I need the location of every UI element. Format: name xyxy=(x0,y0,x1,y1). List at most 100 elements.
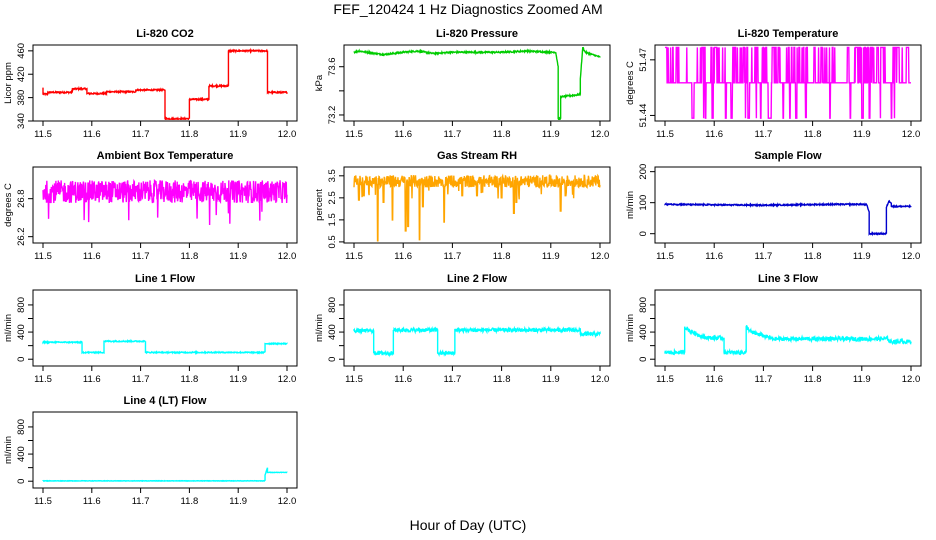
x-tick-label: 11.9 xyxy=(853,374,871,385)
plot-frame xyxy=(654,166,922,244)
y-tick-label: 1.5 xyxy=(327,213,338,226)
series-line xyxy=(42,338,288,356)
x-tick-label: 11.9 xyxy=(853,129,871,140)
panel-3: Li-820 Temperature 11.5 11.6 11.7 11.8 11.9 12… xyxy=(625,28,922,140)
panel-title: Line 2 Flow xyxy=(447,273,507,285)
y-axis-label: ml/min xyxy=(314,314,325,342)
panel-6: Sample Flow 11.5 11.6 11.7 11.8 11.9 12.0 0 100 2… xyxy=(625,150,922,262)
y-tick-label: 100 xyxy=(638,195,649,211)
x-tick-label: 11.9 xyxy=(542,251,560,262)
x-tick-label: 11.8 xyxy=(804,251,822,262)
panel-title: Gas Stream RH xyxy=(437,150,517,162)
x-tick-label: 11.9 xyxy=(229,374,247,385)
x-tick-label: 11.5 xyxy=(345,129,363,140)
x-tick-label: 11.6 xyxy=(705,251,723,262)
plot-frame xyxy=(654,289,922,367)
y-tick-label: 0 xyxy=(16,479,27,484)
x-tick-label: 11.7 xyxy=(132,496,150,507)
series-line xyxy=(353,325,601,358)
y-tick-label: 800 xyxy=(16,297,27,313)
x-tick-label: 11.9 xyxy=(542,129,560,140)
y-tick-label: 400 xyxy=(327,324,338,340)
series-line xyxy=(42,178,288,226)
x-tick-label: 11.6 xyxy=(83,496,101,507)
y-tick-label: 0 xyxy=(327,357,338,362)
panel-title: Li-820 Pressure xyxy=(436,28,518,40)
y-tick-label: 380 xyxy=(16,90,27,106)
x-tick-label: 11.7 xyxy=(132,251,150,262)
series-line xyxy=(665,46,911,119)
y-tick-label: 51.47 xyxy=(638,48,649,72)
y-tick-label: 73.6 xyxy=(327,57,338,76)
series-line xyxy=(664,324,912,356)
panel-title: Li-820 CO2 xyxy=(136,28,193,40)
y-tick-label: 0 xyxy=(16,357,27,362)
x-tick-label: 12.0 xyxy=(278,374,297,385)
y-tick-label: 200 xyxy=(638,164,649,180)
x-tick-label: 11.5 xyxy=(656,251,674,262)
y-tick-label: 800 xyxy=(327,297,338,313)
panel-1: Li-820 CO2 11.5 11.6 11.7 11.8 11.9 12.0 340 380… xyxy=(3,28,298,140)
x-tick-label: 11.7 xyxy=(132,374,150,385)
y-axis-label: Licor ppm xyxy=(3,62,14,104)
y-axis-label: ml/min xyxy=(625,191,636,219)
x-tick-label: 11.9 xyxy=(229,251,247,262)
x-tick-label: 12.0 xyxy=(278,129,297,140)
panel-title: Line 3 Flow xyxy=(758,273,818,285)
plot-frame xyxy=(343,44,611,122)
y-tick-label: 0 xyxy=(638,231,649,236)
x-tick-label: 11.5 xyxy=(34,251,52,262)
x-tick-label: 12.0 xyxy=(902,374,921,385)
y-tick-label: 400 xyxy=(16,446,27,462)
x-tick-label: 11.5 xyxy=(345,251,363,262)
x-tick-label: 11.7 xyxy=(444,374,462,385)
panel-10: Line 4 (LT) Flow 11.5 11.6 11.7 11.8 11.9 12.0… xyxy=(3,395,298,507)
plot-frame xyxy=(343,289,611,367)
y-tick-label: 420 xyxy=(16,66,27,82)
x-tick-label: 11.5 xyxy=(656,129,674,140)
x-tick-label: 11.6 xyxy=(83,374,101,385)
x-tick-label: 11.7 xyxy=(132,129,150,140)
x-tick-label: 11.8 xyxy=(181,374,199,385)
x-tick-label: 11.6 xyxy=(83,129,101,140)
x-tick-label: 12.0 xyxy=(591,129,610,140)
x-tick-label: 11.5 xyxy=(34,129,52,140)
series-line xyxy=(42,467,288,483)
y-axis-label: degrees C xyxy=(3,183,14,227)
x-tick-label: 11.8 xyxy=(181,251,199,262)
y-tick-label: 460 xyxy=(16,43,27,59)
y-tick-label: 800 xyxy=(638,297,649,313)
x-tick-label: 11.7 xyxy=(444,251,462,262)
y-tick-label: 400 xyxy=(16,324,27,340)
x-tick-label: 12.0 xyxy=(591,374,610,385)
x-tick-label: 11.6 xyxy=(83,251,101,262)
x-tick-label: 11.6 xyxy=(705,374,723,385)
panel-title: Ambient Box Temperature xyxy=(97,150,234,162)
panel-4: Ambient Box Temperature 11.5 11.6 11.7 11.8 1… xyxy=(3,150,298,262)
plot-frame xyxy=(654,44,922,122)
x-tick-label: 11.8 xyxy=(804,129,822,140)
y-tick-label: 73.2 xyxy=(327,106,338,125)
x-tick-label: 11.5 xyxy=(34,374,52,385)
panel-title: Sample Flow xyxy=(754,150,822,162)
panel-5: Gas Stream RH 11.5 11.6 11.7 11.8 11.9 12.0 0.5… xyxy=(314,150,611,262)
x-tick-label: 11.6 xyxy=(394,374,412,385)
plot-frame xyxy=(32,44,298,122)
panel-title: Line 1 Flow xyxy=(135,273,195,285)
y-axis-label: ml/min xyxy=(3,436,14,464)
y-axis-label: degrees C xyxy=(625,61,636,105)
x-tick-label: 11.6 xyxy=(394,251,412,262)
x-tick-label: 12.0 xyxy=(278,496,297,507)
x-tick-label: 11.8 xyxy=(493,129,511,140)
figure-title: FEF_120424 1 Hz Diagnostics Zoomed AM xyxy=(333,1,603,17)
panel-7: Line 1 Flow 11.5 11.6 11.7 11.8 11.9 12.0 0 400 8… xyxy=(3,273,298,385)
series-line xyxy=(664,199,912,237)
y-tick-label: 26.2 xyxy=(16,227,27,246)
panel-title: Line 4 (LT) Flow xyxy=(124,395,207,407)
series-line xyxy=(353,173,601,242)
y-tick-label: 0.5 xyxy=(327,235,338,248)
panel-2: Li-820 Pressure 11.5 11.6 11.7 11.8 11.9 12.0 7… xyxy=(314,28,611,140)
plot-frame xyxy=(32,166,298,244)
y-axis-label: percent xyxy=(314,189,325,221)
